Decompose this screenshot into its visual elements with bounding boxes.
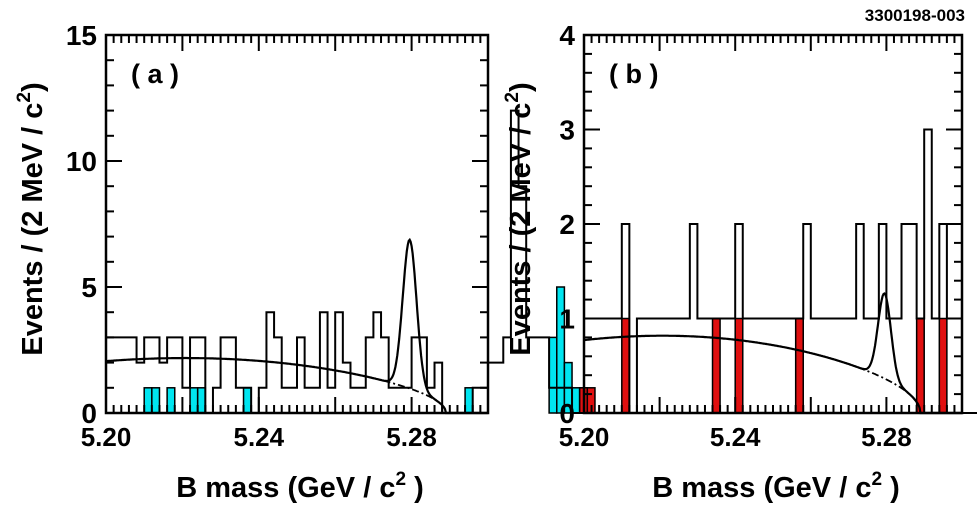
x-tick-label: 5.24 — [710, 422, 761, 452]
signal-bar — [189, 387, 199, 414]
x-axis-label: B mass (GeV / c2 ) — [176, 469, 424, 504]
y-tick-label: 0 — [81, 398, 97, 429]
signal-bar — [556, 286, 566, 414]
signal-bar — [242, 387, 252, 414]
y-tick-label: 2 — [559, 209, 575, 240]
panel-b: 5.20 5.24 5.28 0 1 2 3 4 ( b ) B mass (GeV / c2 )… — [502, 20, 977, 504]
y-tick-label: 3 — [559, 115, 575, 146]
red-bar — [734, 317, 744, 414]
y-tick-label: 4 — [559, 20, 575, 51]
panel-label: ( b ) — [609, 59, 658, 89]
x-axis-label: B mass (GeV / c2 ) — [652, 469, 900, 504]
y-tick-label: 0 — [559, 398, 575, 429]
red-bar — [711, 317, 721, 414]
y-tick-label: 15 — [66, 20, 97, 51]
red-bar — [621, 317, 631, 414]
panel-label: ( a ) — [131, 59, 179, 89]
signal-bar — [166, 387, 176, 414]
red-bar — [938, 317, 948, 414]
fit-total-curve — [583, 292, 962, 415]
y-tick-label: 1 — [559, 304, 575, 335]
signal-bar — [548, 336, 558, 414]
figure-id: 3300198-003 — [864, 6, 965, 25]
red-bar — [794, 317, 804, 414]
red-bar — [915, 317, 925, 414]
y-tick-label: 10 — [66, 146, 97, 177]
x-tick-label: 5.28 — [386, 422, 437, 452]
y-axis-label: Events / (2 MeV / c2) — [502, 82, 537, 355]
histogram-outline — [583, 128, 977, 414]
y-axis-label: Events / (2 MeV / c2) — [14, 82, 49, 355]
signal-bar — [196, 387, 207, 414]
y-tick-label: 5 — [81, 272, 97, 303]
signal-bar — [464, 387, 474, 414]
x-tick-label: 5.28 — [861, 422, 912, 452]
fit-total-curve — [105, 237, 488, 415]
signal-bar — [143, 387, 153, 414]
signal-bar — [151, 387, 161, 414]
x-tick-label: 5.24 — [233, 422, 284, 452]
x-tick-label: 5.20 — [559, 422, 610, 452]
x-tick-label: 5.20 — [81, 422, 132, 452]
